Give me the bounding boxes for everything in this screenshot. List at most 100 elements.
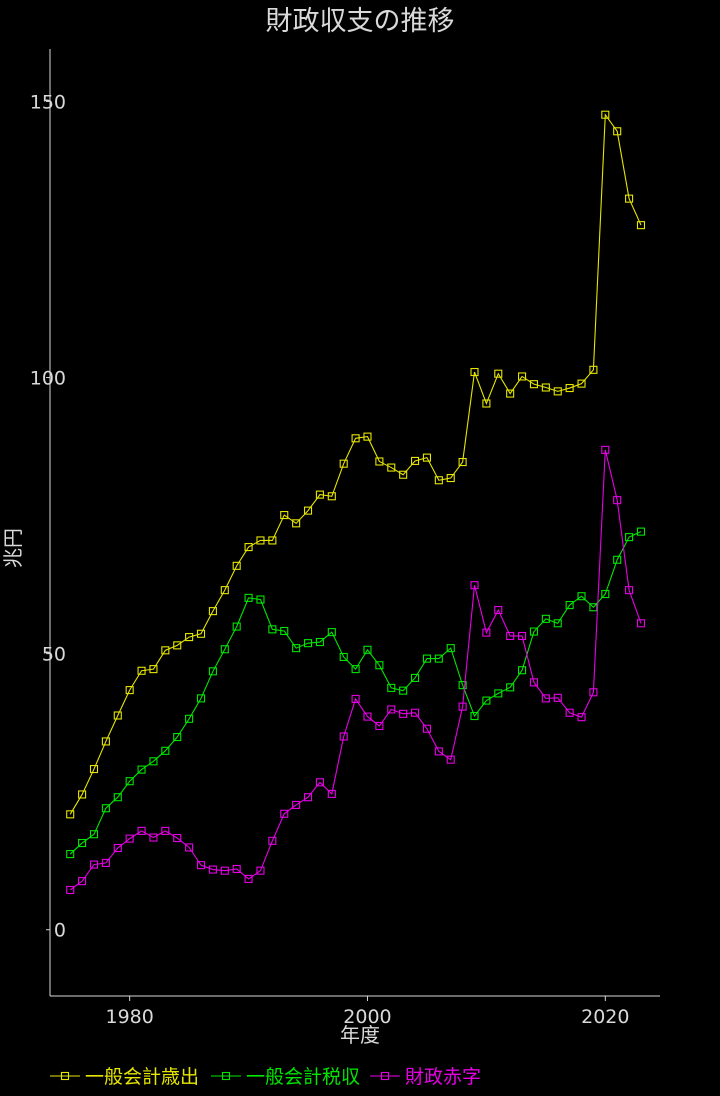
data-point — [244, 593, 253, 602]
y-tick-label: 150 — [30, 91, 66, 113]
x-tick-label: 1980 — [105, 1006, 153, 1028]
data-point — [494, 689, 503, 698]
data-point — [125, 777, 134, 786]
data-point — [363, 712, 372, 721]
data-point — [565, 601, 574, 610]
data-point — [494, 369, 503, 378]
data-point — [387, 683, 396, 692]
data-point — [113, 711, 122, 720]
data-point — [196, 629, 206, 638]
data-point — [125, 834, 134, 843]
data-point — [613, 555, 622, 564]
data-point — [232, 864, 241, 874]
data-point — [446, 644, 455, 653]
data-point — [422, 724, 431, 733]
data-point — [625, 533, 634, 542]
data-point — [292, 644, 301, 653]
data-point — [410, 456, 420, 465]
data-point — [220, 866, 229, 875]
data-point — [518, 631, 527, 641]
data-point — [636, 619, 646, 628]
data-point — [327, 628, 336, 637]
data-point — [101, 804, 110, 813]
data-point — [280, 809, 289, 818]
data-point — [399, 709, 408, 718]
legend-item: 一般会計税収 — [211, 1066, 360, 1088]
data-point — [565, 708, 574, 717]
data-point — [541, 383, 550, 392]
data-point — [89, 830, 99, 839]
data-point — [529, 380, 539, 389]
data-point — [577, 592, 586, 601]
data-point — [149, 757, 158, 766]
data-point — [482, 696, 491, 705]
data-point — [244, 874, 253, 883]
data-point — [327, 492, 336, 501]
data-point — [613, 127, 622, 136]
data-point — [173, 834, 182, 843]
legend-label: 一般会計歳出 — [85, 1066, 199, 1088]
data-point — [399, 686, 408, 695]
series-1 — [66, 110, 646, 819]
data-point — [446, 473, 455, 483]
data-point — [208, 865, 217, 874]
data-point — [387, 463, 396, 472]
data-point — [613, 496, 622, 505]
data-point — [185, 843, 194, 852]
data-point — [375, 661, 384, 670]
data-point — [185, 714, 194, 723]
data-point — [173, 732, 182, 742]
data-point — [589, 688, 598, 697]
data-point — [303, 506, 313, 515]
plot-area — [66, 110, 646, 895]
data-point — [375, 457, 384, 466]
data-point — [541, 694, 550, 703]
data-point — [78, 877, 87, 886]
data-point — [351, 434, 360, 443]
data-point — [506, 631, 515, 641]
data-point — [458, 681, 467, 690]
data-point — [315, 778, 324, 787]
data-point — [137, 765, 146, 774]
legend-marker-icon — [60, 1071, 70, 1081]
data-point — [161, 746, 170, 755]
legend-label: 一般会計税収 — [246, 1066, 360, 1088]
data-point — [280, 510, 289, 520]
data-point — [101, 858, 110, 867]
data-point — [303, 793, 313, 802]
data-point — [339, 652, 348, 662]
data-point — [636, 527, 646, 536]
data-point — [339, 732, 348, 741]
data-point — [113, 843, 122, 853]
data-point — [482, 399, 491, 408]
data-point — [268, 625, 277, 634]
data-point — [244, 543, 253, 552]
data-point — [220, 586, 229, 595]
data-point — [506, 683, 515, 692]
data-point — [577, 379, 586, 388]
data-point — [303, 639, 313, 648]
data-point — [161, 646, 170, 655]
y-tick-label: 0 — [54, 920, 66, 942]
data-point — [601, 445, 610, 454]
data-point — [256, 595, 265, 604]
data-point — [161, 826, 170, 835]
data-point — [363, 432, 372, 441]
series-3 — [66, 445, 646, 895]
data-point — [125, 686, 134, 695]
data-point — [589, 603, 598, 612]
data-point — [66, 885, 75, 895]
data-point — [553, 387, 562, 396]
data-point — [363, 645, 372, 654]
data-point — [434, 654, 443, 663]
y-tick-label: 100 — [30, 368, 66, 390]
data-point — [196, 694, 206, 703]
data-point — [518, 666, 527, 675]
data-point — [220, 645, 229, 654]
series-line — [69, 449, 642, 891]
data-point — [601, 589, 610, 599]
data-point — [577, 713, 586, 722]
data-point — [89, 860, 99, 869]
data-point — [268, 836, 277, 845]
